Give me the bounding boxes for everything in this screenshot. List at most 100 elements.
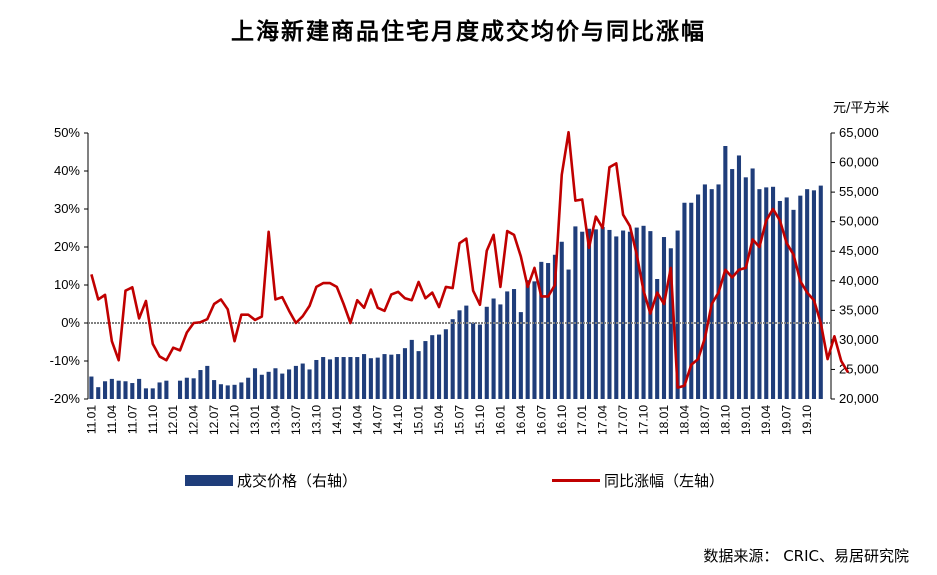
x-tick-label: 11.10	[146, 405, 160, 434]
bar	[682, 202, 687, 399]
bar	[518, 312, 523, 399]
y-right-tick-label: 40,000	[839, 273, 879, 288]
bar	[164, 380, 169, 399]
x-tick-label: 11.04	[105, 405, 119, 434]
bar	[784, 197, 789, 399]
y-right-tick-label: 65,000	[839, 125, 879, 140]
yoy-line	[90, 130, 850, 389]
bar	[443, 329, 448, 399]
bar	[123, 381, 128, 399]
bar	[348, 357, 353, 399]
legend-line-swatch	[552, 479, 600, 482]
x-tick-label: 17.07	[616, 405, 630, 435]
bar	[511, 289, 517, 399]
bar	[157, 382, 162, 399]
y-right-tick-label: 20,000	[839, 391, 879, 406]
bar	[150, 388, 155, 399]
bar	[430, 335, 435, 399]
bar	[702, 184, 707, 399]
bar	[225, 385, 230, 399]
x-tick-label: 19.01	[739, 405, 753, 435]
y-left-tick-label: 50%	[54, 125, 80, 140]
y-right-tick-label: 35,000	[839, 302, 879, 317]
bar	[811, 190, 816, 399]
bar	[552, 254, 557, 399]
bar	[327, 359, 333, 399]
bar	[791, 209, 796, 399]
y-left-tick-label: -10%	[50, 353, 81, 368]
x-tick-label: 15.07	[453, 405, 467, 435]
bar	[675, 230, 680, 399]
bar	[641, 225, 646, 399]
x-tick-label: 12.01	[166, 405, 180, 435]
bar	[205, 365, 210, 399]
y-right-tick-label: 55,000	[839, 184, 879, 199]
x-tick-label: 12.07	[207, 405, 221, 435]
bar	[273, 368, 278, 399]
legend-bar: 成交价格（右轴）	[185, 470, 357, 491]
bar	[621, 230, 626, 399]
y-left-tick-label: 0%	[61, 315, 80, 330]
x-tick-label: 18.10	[718, 405, 732, 435]
bar	[491, 298, 496, 399]
bar	[661, 237, 667, 399]
bar	[743, 177, 748, 399]
x-tick-label: 19.04	[759, 405, 773, 435]
bar	[252, 368, 258, 399]
bar	[198, 370, 203, 399]
bar	[532, 281, 537, 399]
x-tick-label: 16.07	[534, 405, 548, 435]
bar	[764, 187, 769, 399]
bar	[409, 339, 414, 399]
bar	[593, 229, 598, 399]
bar	[437, 334, 442, 399]
bar	[771, 186, 776, 399]
x-tick-label: 19.10	[800, 405, 814, 435]
bar	[477, 324, 482, 399]
bar	[368, 358, 373, 399]
x-tick-label: 16.01	[493, 405, 507, 435]
y-right-tick-label: 60,000	[839, 155, 879, 170]
bar	[757, 189, 762, 399]
x-tick-label: 14.01	[330, 405, 344, 435]
x-tick-label: 14.07	[371, 405, 385, 435]
bar	[580, 231, 585, 399]
x-tick-label: 13.01	[248, 405, 262, 435]
bar	[607, 229, 612, 399]
bar	[634, 227, 639, 399]
bar	[730, 169, 735, 399]
bar	[321, 357, 326, 399]
bar	[484, 306, 489, 399]
bar	[586, 228, 592, 399]
bar	[498, 304, 503, 399]
bar	[334, 357, 339, 399]
bar	[307, 369, 312, 399]
y-left-tick-label: 40%	[54, 163, 80, 178]
x-tick-label: 15.10	[473, 405, 487, 435]
y-left-tick-label: 30%	[54, 201, 80, 216]
bar	[96, 387, 101, 399]
bar	[457, 310, 462, 399]
y-right-tick-label: 30,000	[839, 332, 879, 347]
x-tick-label: 16.04	[514, 405, 528, 435]
bar	[212, 380, 217, 399]
bar	[314, 359, 319, 399]
x-tick-label: 16.10	[555, 405, 569, 435]
bar	[109, 378, 114, 399]
bar	[655, 279, 660, 399]
legend-line-label: 同比涨幅（左轴）	[604, 472, 725, 490]
x-tick-label: 18.04	[677, 405, 691, 435]
bar	[266, 371, 271, 399]
bar	[341, 357, 346, 399]
bar	[736, 155, 742, 399]
bar	[116, 380, 121, 399]
x-tick-label: 12.10	[228, 405, 242, 435]
chart-title: 上海新建商品住宅月度成交均价与同比涨幅	[231, 18, 706, 45]
bar	[423, 341, 428, 399]
bar	[287, 369, 292, 399]
bar	[798, 195, 803, 399]
bar	[246, 377, 251, 399]
bar	[450, 319, 455, 399]
x-tick-label: 12.04	[187, 405, 201, 435]
